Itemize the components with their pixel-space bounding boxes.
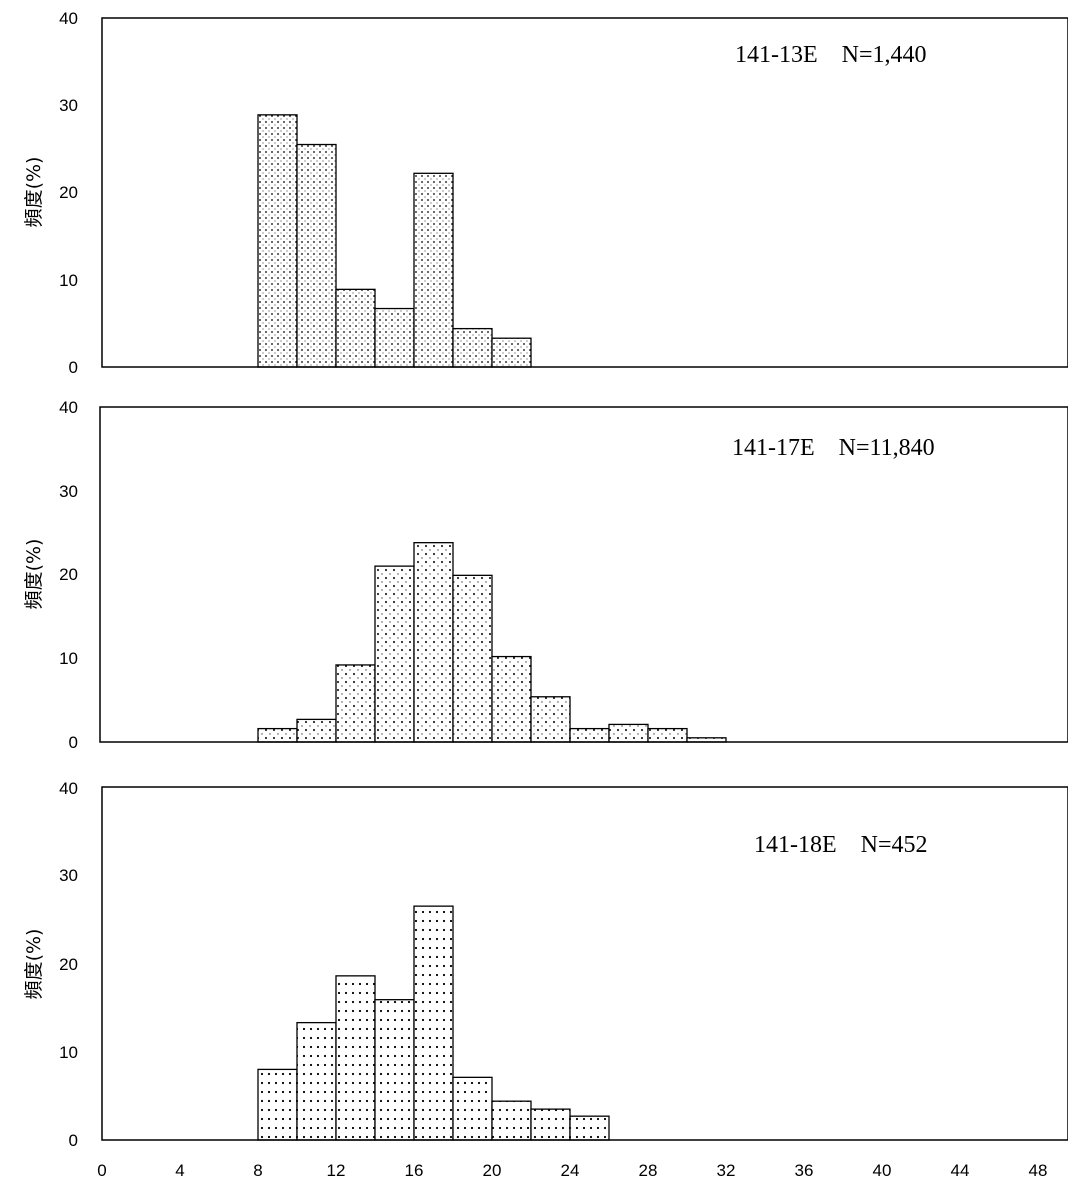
histogram-bar: [452, 1076, 493, 1141]
plot-frame: [101, 17, 1068, 368]
panel-141-18e: 141-18E N=452 頻度(%) 0 10 20 30 40 0 4 8 …: [23, 779, 1068, 1180]
histogram-bar: [569, 1115, 610, 1141]
y-tick-label: 30: [59, 96, 78, 115]
y-tick-label: 30: [59, 866, 78, 885]
y-tick-label: 10: [59, 271, 78, 290]
histogram-bar: [569, 727, 610, 743]
histogram-bar: [296, 718, 337, 743]
y-tick-label: 40: [59, 9, 78, 28]
x-tick-label: 48: [1029, 1161, 1048, 1180]
histogram-bar: [296, 143, 337, 368]
histogram-bar: [374, 565, 415, 743]
x-tick-labels: 0 4 8 12 16 20 24 28 32 36 40 44 48: [97, 1161, 1047, 1180]
y-tick-label: 20: [59, 183, 78, 202]
x-tick-label: 0: [97, 1161, 106, 1180]
bar-series: [257, 905, 610, 1141]
y-tick-label: 0: [69, 358, 78, 377]
y-tick-label: 20: [59, 565, 78, 584]
x-tick-label: 12: [327, 1161, 346, 1180]
y-tick-labels: 0 10 20 30 40: [59, 398, 78, 752]
histogram-bar: [374, 999, 415, 1141]
y-tick-label: 20: [59, 955, 78, 974]
panel-141-17e: 141-17E N=11,840 頻度(%) 0 10 20 30 40: [23, 398, 1068, 752]
histogram-bar: [491, 337, 532, 368]
y-tick-labels: 0 10 20 30 40: [59, 9, 78, 377]
bar-series: [257, 114, 532, 368]
histogram-bar: [374, 307, 415, 368]
x-tick-label: 32: [717, 1161, 736, 1180]
panel-141-13e: 141-13E N=1,440 頻度(%) 0 10 20 30 40: [23, 9, 1068, 377]
histogram-bar: [413, 905, 454, 1141]
y-tick-label: 0: [69, 1131, 78, 1150]
y-axis-label: 頻度(%): [23, 157, 45, 228]
x-tick-label: 36: [795, 1161, 814, 1180]
histogram-bar: [335, 975, 376, 1141]
plot-frame: [99, 406, 1068, 743]
panel-annotation: 141-18E N=452: [754, 832, 928, 858]
y-tick-label: 0: [69, 733, 78, 752]
histogram-bar: [530, 1108, 571, 1141]
histogram-bar: [608, 723, 649, 743]
panel-annotation: 141-17E N=11,840: [732, 435, 935, 461]
histogram-bar: [257, 114, 298, 368]
histogram-bar: [296, 1021, 337, 1141]
panel-annotation: 141-13E N=1,440: [735, 42, 927, 68]
x-tick-label: 4: [175, 1161, 184, 1180]
histogram-bar: [335, 288, 376, 368]
histogram-bar: [257, 1068, 298, 1141]
histogram-bar: [335, 664, 376, 743]
y-axis-label: 頻度(%): [23, 929, 45, 1000]
x-tick-label: 28: [639, 1161, 658, 1180]
y-tick-labels: 0 10 20 30 40: [59, 779, 78, 1150]
y-tick-label: 40: [59, 779, 78, 798]
x-tick-label: 44: [951, 1161, 970, 1180]
y-tick-label: 40: [59, 398, 78, 417]
histogram-bar: [530, 696, 571, 743]
histogram-bar: [452, 327, 493, 368]
x-tick-label: 20: [483, 1161, 502, 1180]
x-tick-label: 24: [561, 1161, 580, 1180]
histogram-bar: [413, 172, 454, 368]
plot-frame: [101, 786, 1068, 1141]
y-tick-label: 10: [59, 1043, 78, 1062]
y-tick-label: 10: [59, 649, 78, 668]
bar-series: [257, 542, 727, 743]
x-tick-label: 40: [873, 1161, 892, 1180]
histogram-bar: [452, 574, 493, 743]
x-tick-label: 16: [405, 1161, 424, 1180]
y-tick-label: 30: [59, 482, 78, 501]
y-axis-label: 頻度(%): [23, 539, 45, 610]
histogram-bar: [413, 542, 454, 743]
histogram-bar: [491, 655, 532, 743]
histogram-bar: [647, 727, 688, 743]
histogram-bar: [491, 1100, 532, 1141]
histogram-bar: [257, 727, 298, 743]
x-tick-label: 8: [253, 1161, 262, 1180]
